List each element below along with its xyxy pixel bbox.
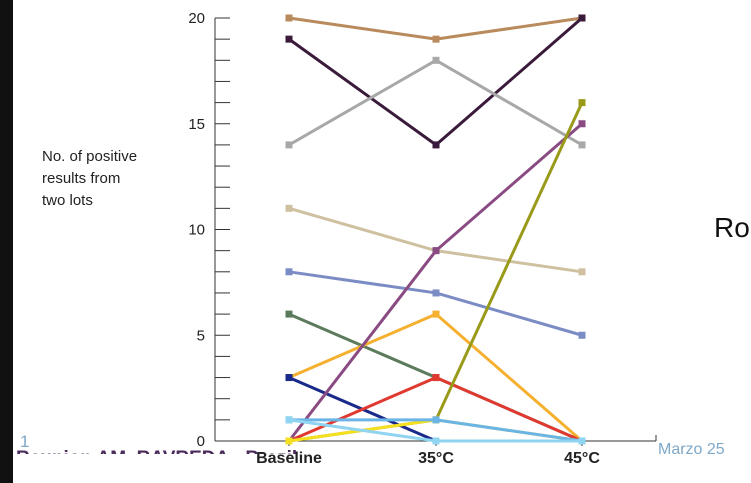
chart-series xyxy=(285,14,586,445)
series-line xyxy=(288,270,583,337)
slide-number: 1 xyxy=(20,432,30,451)
series-line xyxy=(287,122,583,442)
y-tick-label: 0 xyxy=(197,433,205,450)
x-tick-label: Baseline xyxy=(256,450,322,467)
slide-footer-text: Reunion AM, RAVREDA - Brazil xyxy=(16,448,298,469)
series-marker xyxy=(578,437,586,445)
series-marker xyxy=(432,437,440,445)
series-marker xyxy=(285,268,293,276)
series-marker xyxy=(578,99,586,107)
series-marker xyxy=(432,247,440,255)
series-marker xyxy=(432,416,440,424)
y-axis-label-line: two lots xyxy=(42,192,93,209)
slide-left-bar xyxy=(0,0,13,483)
series-marker xyxy=(578,331,586,339)
x-tick-label: 35°C xyxy=(418,450,454,467)
series-marker xyxy=(432,310,440,318)
y-tick-label: 15 xyxy=(188,116,205,133)
series-line xyxy=(288,376,582,443)
series-marker xyxy=(285,204,293,212)
series-marker xyxy=(578,120,586,128)
y-axis-label-line: No. of positive xyxy=(42,148,138,165)
series-marker xyxy=(432,56,440,64)
y-axis-label-line: results from xyxy=(42,170,121,187)
series-marker xyxy=(285,141,293,149)
series-marker xyxy=(432,141,440,149)
series-marker xyxy=(285,14,293,22)
series-marker xyxy=(432,289,440,297)
y-tick-label: 5 xyxy=(197,327,205,344)
series-marker xyxy=(285,310,293,318)
series-line xyxy=(288,206,583,274)
series-marker xyxy=(285,416,293,424)
y-tick-label: 10 xyxy=(188,222,205,239)
series-marker xyxy=(578,14,586,22)
series-line xyxy=(288,376,583,443)
series-marker xyxy=(285,437,293,445)
series-line xyxy=(288,58,583,147)
x-tick-label: 45°C xyxy=(564,450,600,467)
series-marker xyxy=(578,141,586,149)
y-tick-label: 20 xyxy=(188,10,205,27)
series-marker xyxy=(285,374,293,382)
series-marker xyxy=(578,268,586,276)
chart-axes: 0 5 10 15 20 Baseline 35°C 45°C xyxy=(188,10,657,467)
series-marker xyxy=(285,35,293,43)
series-marker xyxy=(432,35,440,43)
series-line xyxy=(288,101,584,443)
slide-side-text: Ro xyxy=(714,212,750,243)
slide-footer-date: Marzo 25 xyxy=(658,441,725,458)
series-marker xyxy=(432,374,440,382)
